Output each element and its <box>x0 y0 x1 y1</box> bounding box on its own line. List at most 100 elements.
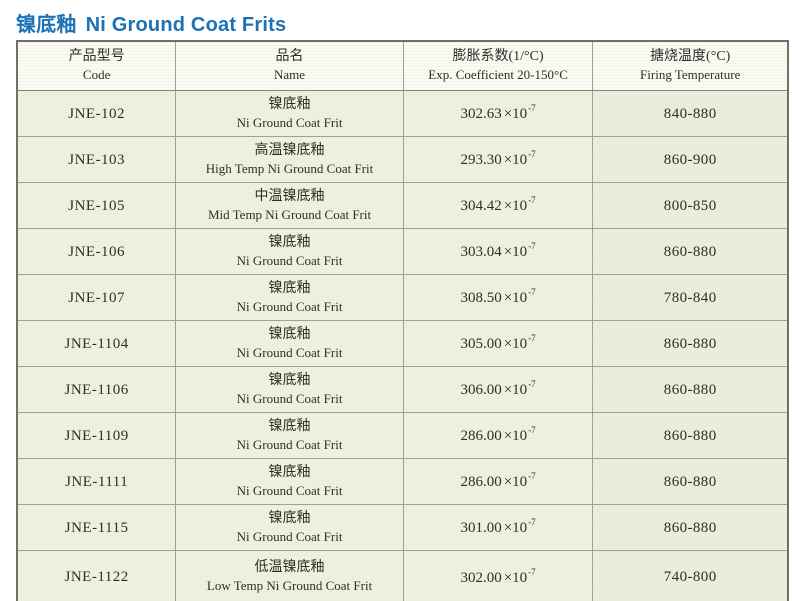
table-row: JNE-1115 镍底釉 Ni Ground Coat Frit 301.00 ×… <box>16 504 789 551</box>
coefficient-cell: 293.30 ×10-7 <box>402 136 594 183</box>
firing-temp-cell: 740-800 <box>592 550 789 601</box>
name-cell: 镍底釉 Ni Ground Coat Frit <box>175 320 404 367</box>
table-row: JNE-106 镍底釉 Ni Ground Coat Frit 303.04 ×1… <box>16 228 789 275</box>
firing-temp-cell: 780-840 <box>592 274 789 321</box>
product-code: JNE-1115 <box>64 519 129 536</box>
product-name-chinese: 镍底釉 <box>268 464 311 480</box>
table-body: JNE-102 镍底釉 Ni Ground Coat Frit 302.63 ×1… <box>16 90 789 601</box>
name-cell: 中温镍底釉 Mid Temp Ni Ground Coat Frit <box>175 182 404 229</box>
name-cell: 高温镍底釉 High Temp Ni Ground Coat Frit <box>175 136 404 183</box>
table-row: JNE-1109 镍底釉 Ni Ground Coat Frit 286.00 ×… <box>16 412 789 459</box>
expansion-coefficient-value: 286.00 ×10-7 <box>460 471 536 490</box>
coefficient-cell: 304.42 ×10-7 <box>402 182 594 229</box>
table-row: JNE-105 中温镍底釉 Mid Temp Ni Ground Coat Fr… <box>16 182 789 229</box>
name-cell: 镍底釉 Ni Ground Coat Frit <box>175 412 404 459</box>
product-name-chinese: 镍底釉 <box>268 234 311 250</box>
header-firing-temp-cn: 搪烧温度(°C) <box>650 49 731 65</box>
name-cell: 镍底釉 Ni Ground Coat Frit <box>175 274 404 321</box>
header-name-en: Name <box>274 67 306 82</box>
product-name-english: Ni Ground Coat Frit <box>236 390 343 406</box>
product-name-english: High Temp Ni Ground Coat Frit <box>205 160 374 176</box>
expansion-coefficient-value: 302.63 ×10-7 <box>460 103 536 122</box>
header-row: 产品型号 Code 品名 Name 膨胀系数(1/°C) Exp. Coeffi… <box>16 40 789 91</box>
coefficient-cell: 301.00 ×10-7 <box>402 504 594 551</box>
product-name-chinese: 镍底釉 <box>268 280 311 296</box>
header-firing-temp-en: Firing Temperature <box>640 67 741 82</box>
header-coefficient-en: Exp. Coefficient 20-150°C <box>428 67 568 82</box>
firing-temp-cell: 860-880 <box>592 412 789 459</box>
firing-temperature-range: 840-880 <box>663 105 717 122</box>
header-name: 品名 Name <box>175 40 404 91</box>
code-cell: JNE-1115 <box>16 504 177 551</box>
page-title-english: Ni Ground Coat Frits <box>85 14 287 36</box>
expansion-coefficient-value: 308.50 ×10-7 <box>460 287 536 306</box>
name-cell: 镍底釉 Ni Ground Coat Frit <box>175 458 404 505</box>
firing-temperature-range: 860-880 <box>663 519 717 536</box>
product-name-chinese: 镍底釉 <box>268 418 311 434</box>
product-name-english: Mid Temp Ni Ground Coat Frit <box>207 206 372 222</box>
product-name-english: Low Temp Ni Ground Coat Frit <box>206 578 373 593</box>
table-header: 产品型号 Code 品名 Name 膨胀系数(1/°C) Exp. Coeffi… <box>16 40 789 91</box>
code-cell: JNE-1106 <box>16 366 177 413</box>
product-code: JNE-105 <box>68 197 126 214</box>
table-row: JNE-1104 镍底釉 Ni Ground Coat Frit 305.00 ×… <box>16 320 789 367</box>
firing-temperature-range: 860-880 <box>663 335 717 352</box>
firing-temp-cell: 860-880 <box>592 320 789 367</box>
product-name-english: Ni Ground Coat Frit <box>236 436 343 452</box>
firing-temperature-range: 860-900 <box>663 151 717 168</box>
code-cell: JNE-107 <box>16 274 177 321</box>
expansion-coefficient-value: 301.00 ×10-7 <box>460 517 536 536</box>
name-cell: 镍底釉 Ni Ground Coat Frit <box>175 504 404 551</box>
product-name-english: Ni Ground Coat Frit <box>236 528 343 544</box>
expansion-coefficient-value: 286.00 ×10-7 <box>460 425 536 444</box>
product-name-chinese: 镍底釉 <box>268 326 311 342</box>
product-name-chinese: 高温镍底釉 <box>254 142 325 158</box>
coefficient-cell: 286.00 ×10-7 <box>402 458 594 505</box>
product-name-english: Ni Ground Coat Frit <box>236 114 343 130</box>
code-cell: JNE-1122 <box>16 550 177 601</box>
code-cell: JNE-1109 <box>16 412 177 459</box>
table-row: JNE-103 高温镍底釉 High Temp Ni Ground Coat F… <box>16 136 789 183</box>
product-code: JNE-1122 <box>64 569 129 585</box>
firing-temperature-range: 800-850 <box>663 197 717 214</box>
expansion-coefficient-value: 306.00 ×10-7 <box>460 379 536 398</box>
firing-temp-cell: 800-850 <box>592 182 789 229</box>
firing-temperature-range: 860-880 <box>663 243 717 260</box>
header-code-cn: 产品型号 <box>68 49 125 65</box>
firing-temperature-range: 780-840 <box>663 289 717 306</box>
page-title: 镍底釉 Ni Ground Coat Frits <box>0 0 792 38</box>
firing-temperature-range: 740-800 <box>663 569 717 585</box>
header-firing-temp: 搪烧温度(°C) Firing Temperature <box>592 40 789 91</box>
header-coefficient: 膨胀系数(1/°C) Exp. Coefficient 20-150°C <box>402 40 594 91</box>
product-name-english: Ni Ground Coat Frit <box>236 344 343 360</box>
code-cell: JNE-103 <box>16 136 177 183</box>
expansion-coefficient-value: 305.00 ×10-7 <box>460 333 536 352</box>
header-code-en: Code <box>82 67 111 82</box>
firing-temperature-range: 860-880 <box>663 473 717 490</box>
name-cell: 低温镍底釉 Low Temp Ni Ground Coat Frit <box>175 550 404 601</box>
expansion-coefficient-value: 303.04 ×10-7 <box>460 241 536 260</box>
firing-temp-cell: 840-880 <box>592 90 789 137</box>
firing-temperature-range: 860-880 <box>663 381 717 398</box>
header-name-cn: 品名 <box>275 49 304 65</box>
expansion-coefficient-value: 293.30 ×10-7 <box>460 149 536 168</box>
table-row: JNE-107 镍底釉 Ni Ground Coat Frit 308.50 ×1… <box>16 274 789 321</box>
name-cell: 镍底釉 Ni Ground Coat Frit <box>175 90 404 137</box>
product-name-english: Ni Ground Coat Frit <box>236 298 343 314</box>
firing-temperature-range: 860-880 <box>663 427 717 444</box>
product-code: JNE-1106 <box>64 381 129 398</box>
firing-temp-cell: 860-880 <box>592 504 789 551</box>
table-row: JNE-1111 镍底釉 Ni Ground Coat Frit 286.00 ×… <box>16 458 789 505</box>
coefficient-cell: 308.50 ×10-7 <box>402 274 594 321</box>
product-code: JNE-106 <box>68 243 126 260</box>
product-code: JNE-1111 <box>65 473 129 490</box>
header-coefficient-cn: 膨胀系数(1/°C) <box>452 49 544 65</box>
coefficient-cell: 302.63 ×10-7 <box>402 90 594 137</box>
code-cell: JNE-1104 <box>16 320 177 367</box>
table-row: JNE-1122 低温镍底釉 Low Temp Ni Ground Coat F… <box>16 550 789 601</box>
expansion-coefficient-value: 304.42 ×10-7 <box>460 195 536 214</box>
table-row: JNE-102 镍底釉 Ni Ground Coat Frit 302.63 ×1… <box>16 90 789 137</box>
product-name-english: Ni Ground Coat Frit <box>236 482 343 498</box>
page-title-chinese: 镍底釉 <box>16 14 77 36</box>
